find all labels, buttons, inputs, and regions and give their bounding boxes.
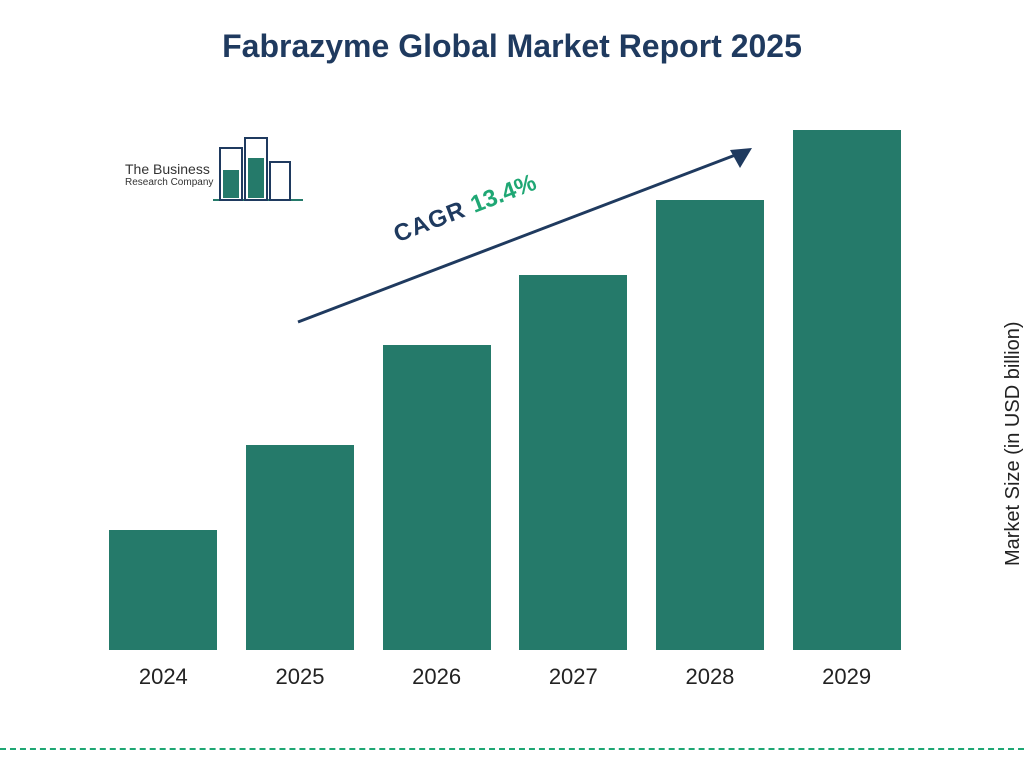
logo-text: The Business Research Company <box>125 162 213 188</box>
x-tick-label: 2027 <box>506 664 641 690</box>
x-axis-labels: 2024 2025 2026 2027 2028 2029 <box>95 656 915 690</box>
logo-line2: Research Company <box>125 177 213 188</box>
bar-2027 <box>506 275 641 650</box>
x-tick-label: 2026 <box>369 664 504 690</box>
bar <box>383 345 491 650</box>
bar <box>519 275 627 650</box>
bar-2028 <box>642 200 777 650</box>
chart-title: Fabrazyme Global Market Report 2025 <box>0 28 1024 65</box>
x-tick-label: 2025 <box>232 664 367 690</box>
bar <box>793 130 901 650</box>
bar <box>246 445 354 650</box>
bar <box>656 200 764 650</box>
bar-2024 <box>96 530 231 650</box>
company-logo: The Business Research Company <box>125 130 305 215</box>
bar-2025 <box>232 445 367 650</box>
x-tick-label: 2028 <box>642 664 777 690</box>
bar <box>109 530 217 650</box>
logo-line1: The Business <box>125 162 213 177</box>
bottom-divider <box>0 748 1024 750</box>
bar-2026 <box>369 345 504 650</box>
x-tick-label: 2029 <box>779 664 914 690</box>
bar-2029 <box>779 130 914 650</box>
y-axis-label: Market Size (in USD billion) <box>1003 322 1024 567</box>
x-tick-label: 2024 <box>96 664 231 690</box>
